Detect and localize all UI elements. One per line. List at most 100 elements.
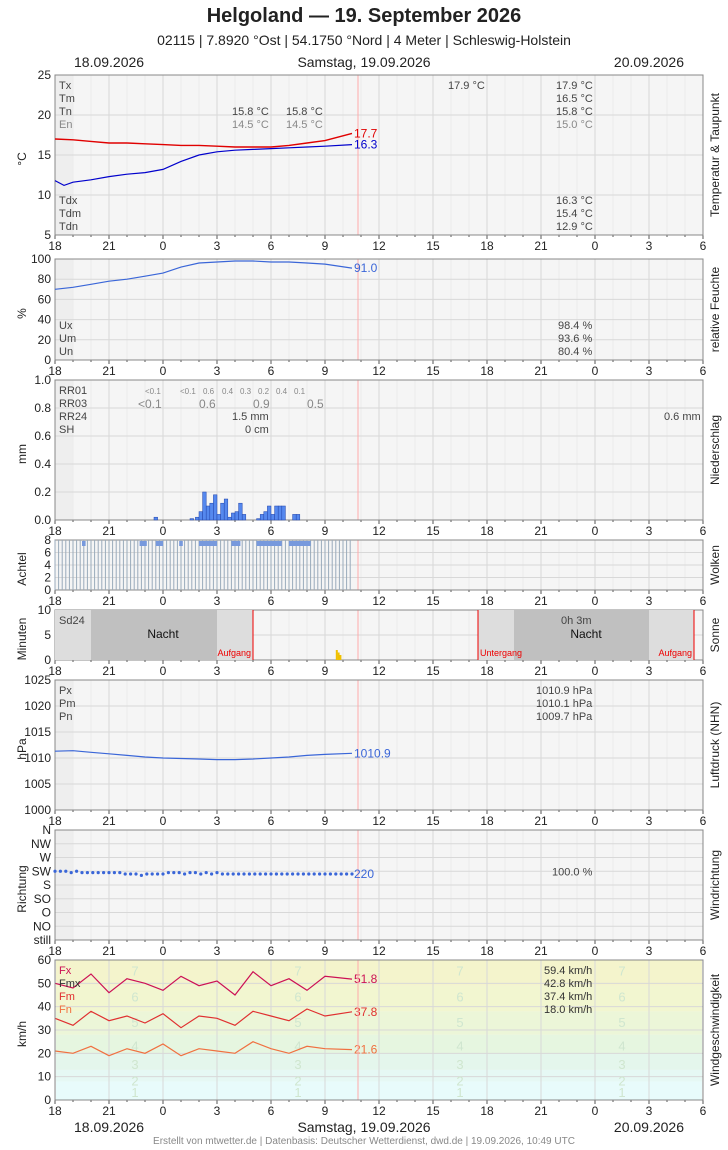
x-tick-label: 15 [426,364,440,378]
sun-bar [337,652,340,660]
y-tick-label: O [42,906,51,920]
x-tick-label: 12 [372,1104,386,1118]
wind-dir-point [91,871,95,875]
stat-label-Tm: Tm [59,93,75,105]
beaufort-label: 4 [456,1038,463,1053]
wind-dir-point [199,872,203,876]
stat-label-Tdm: Tdm [59,208,81,220]
cloud-high-segment [256,541,282,546]
y-tick-label: 0 [44,653,51,667]
stat-label-RR24: RR24 [59,411,87,423]
wind-dir-point [339,872,343,876]
stat-label-En: En [59,119,72,131]
wind-dir-point [102,871,106,875]
date-left-bottom: 18.09.2026 [74,1119,145,1135]
rr03-value: 0.9 [253,397,270,411]
x-tick-label: 0 [160,524,167,538]
x-tick-label: 3 [646,364,653,378]
day2-dew-value: 12.9 °C [556,221,593,233]
dew-end-label: 16.3 [354,138,378,152]
x-tick-label: 15 [426,944,440,958]
y-tick-label: 10 [38,603,52,617]
stat-label-SH: SH [59,424,74,436]
x-tick-label: 18 [48,594,62,608]
wind-dir-point [215,871,219,875]
wind-dir-point [150,872,154,876]
side-label: Windgeschwindigkeit [708,973,722,1086]
night-area [514,610,649,660]
x-tick-label: 12 [372,524,386,538]
night-shade [55,680,73,810]
x-tick-label: 18 [48,664,62,678]
y-tick-label: 0.0 [34,513,51,527]
x-tick-label: 0 [160,814,167,828]
y-tick-label: 0.4 [34,457,51,471]
day2-value: 15.8 °C [556,106,593,118]
y-axis-label: Achtel [15,552,29,585]
x-tick-label: 3 [646,944,653,958]
beaufort-label: 3 [294,1057,301,1072]
x-tick-label: 9 [322,664,329,678]
wind-dir-point [69,871,73,875]
y-tick-label: 20 [38,333,52,347]
wind-dir-point [85,871,89,875]
night-shade [55,380,73,520]
x-tick-label: 6 [700,944,707,958]
beaufort-label: 1 [294,1085,301,1100]
wind-dir-point [345,872,349,876]
y-tick-label: 20 [38,108,52,122]
precip-bar [267,505,272,521]
x-tick-label: 21 [534,524,548,538]
beaufort-label: 3 [131,1057,138,1072]
y-axis-label: °C [15,152,29,166]
y-tick-label: 5 [44,628,51,642]
wind-dir-point [258,872,262,876]
x-tick-label: 3 [214,814,221,828]
pressure-line [54,750,353,761]
y-axis-label: mm [15,444,29,464]
temp-end-label: 17.7 [354,126,378,140]
beaufort-label: 7 [618,964,625,979]
x-tick-label: 3 [214,944,221,958]
x-tick-label: 15 [426,524,440,538]
beaufort-label: 6 [294,989,301,1004]
stat-label-Fm: Fm [59,991,75,1003]
precip-bar [189,518,194,521]
night-label: Nacht [147,627,179,641]
stat-label-Fmx: Fmx [59,978,81,990]
y-tick-label: 25 [38,68,52,82]
sd24-label: Sd24 [59,615,85,627]
day2-dew-value: 15.4 °C [556,208,593,220]
wind-dir-point [318,872,322,876]
side-label: Wolken [708,545,722,585]
y-tick-label: 1000 [24,803,51,817]
y-tick-label: 15 [38,148,52,162]
tn-value: 15.8 °C [232,106,269,118]
beaufort-label: 3 [456,1057,463,1072]
x-tick-label: 21 [534,1104,548,1118]
x-tick-label: 9 [322,364,329,378]
y-tick-label: 0 [44,353,51,367]
precip-bar [205,505,211,521]
y-tick-label: 100 [31,252,51,266]
wind-Fm-line [54,1008,353,1029]
beaufort-label: 3 [618,1057,625,1072]
panel-border [54,74,704,236]
y-tick-label: W [40,851,52,865]
precip-bar [220,502,225,521]
rr01-value: 0.6 [203,387,215,396]
side-label: Temperatur & Taupunkt [708,92,722,217]
stat-label-RR03: RR03 [59,398,87,410]
y-axis-label: Richtung [15,865,29,912]
x-tick-label: 21 [102,524,116,538]
panel-border [54,959,704,1101]
stat-label-Tn: Tn [59,106,72,118]
x-tick-label: 0 [592,364,599,378]
day2-value: 1010.9 hPa [536,685,593,697]
x-tick-label: 6 [268,814,275,828]
y-tick-label: 10 [38,188,52,202]
stat-label-Pn: Pn [59,711,72,723]
side-label: Sonne [708,617,722,652]
precip-bar [202,491,207,521]
wind-dir-point [350,872,354,876]
